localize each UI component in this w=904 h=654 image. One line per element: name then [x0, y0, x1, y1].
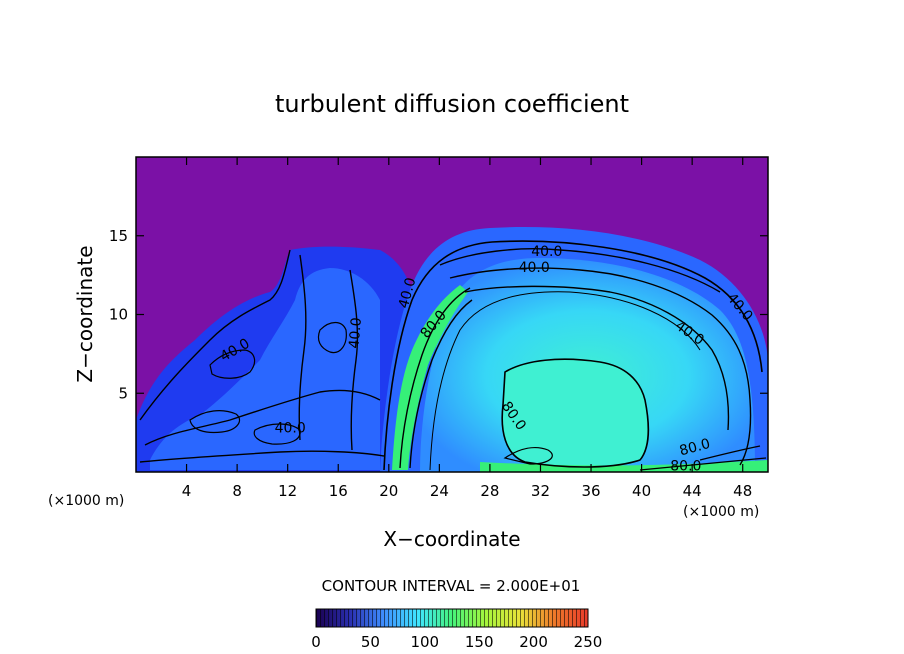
contour-line [383, 240, 763, 471]
colorbar-tick-label: 200 [519, 633, 548, 651]
contour-interval-label: CONTOUR INTERVAL = 2.000E+01 [322, 577, 581, 595]
contour-line [501, 358, 650, 468]
contour-line [699, 445, 761, 461]
contour-label: 40.0 [346, 317, 365, 349]
contour-label: 40.0 [519, 260, 550, 276]
chart-title: turbulent diffusion coefficient [275, 90, 629, 118]
colorbar-stripes [316, 609, 588, 627]
contour-line [349, 269, 359, 451]
y-tick-label: 5 [118, 384, 128, 402]
contour-line [439, 248, 721, 293]
colorbar-tick-label: 100 [410, 633, 439, 651]
contour-line [464, 285, 730, 431]
colorbar-tick-label: 50 [361, 633, 380, 651]
contour-line [144, 389, 381, 446]
y-tick-label: 15 [109, 227, 128, 245]
contour-line [399, 287, 471, 469]
x-tick-label: 12 [278, 482, 297, 500]
x-tick-label: 36 [581, 482, 600, 500]
contour-label: 80.0 [670, 458, 701, 474]
colorbar-tick-label: 250 [574, 633, 603, 651]
contour-line [317, 321, 347, 354]
y-tick-label: 10 [109, 306, 128, 324]
contour-line [639, 457, 767, 471]
colorbar-ticks: 0 50 100 150 200 250 [311, 633, 602, 651]
core-region [502, 359, 649, 467]
contour-line [253, 423, 301, 445]
colorbar-frame [315, 608, 589, 628]
x-tick-label: 16 [329, 482, 348, 500]
bottom-band [480, 460, 768, 472]
x-tick-label: 28 [480, 482, 499, 500]
contour-label: 40.0 [531, 244, 562, 260]
contour-line [298, 254, 307, 441]
x-tick-label: 48 [733, 482, 752, 500]
x-unit-label-right: (×1000 m) [683, 504, 759, 520]
x-tick-label: 44 [683, 482, 702, 500]
x-axis-title: X−coordinate [383, 527, 520, 551]
contour-label: 40.0 [396, 276, 420, 310]
colorbar-tick-label: 0 [311, 633, 321, 651]
x-tick-label: 8 [232, 482, 242, 500]
contour-label: 80.0 [678, 436, 712, 460]
y-axis-title: Z−coordinate [73, 245, 97, 382]
contour-line [429, 291, 701, 471]
colorbar: 0 50 100 150 200 250 [311, 608, 602, 651]
contour-line [409, 299, 473, 469]
contour-line [139, 450, 385, 463]
contour-line [189, 410, 241, 434]
contour-line [449, 267, 752, 466]
x-tick-label: 4 [182, 482, 192, 500]
contour-label: 40.0 [275, 421, 306, 437]
updraft-band [392, 285, 468, 470]
x-tick-label: 32 [531, 482, 550, 500]
x-unit-label-left: (×1000 m) [48, 493, 124, 509]
x-tick-label: 24 [430, 482, 449, 500]
colorbar-tick-label: 150 [465, 633, 494, 651]
turbulent-inner [150, 268, 380, 470]
plot-area: 40.040.040.080.040.040.040.040.040.080.0… [136, 157, 768, 474]
x-tick-label: 20 [379, 482, 398, 500]
x-tick-label: 40 [632, 482, 651, 500]
contour-line [209, 349, 256, 379]
contour-line [503, 447, 553, 465]
contour-lines [139, 240, 767, 471]
contour-line [139, 249, 291, 421]
